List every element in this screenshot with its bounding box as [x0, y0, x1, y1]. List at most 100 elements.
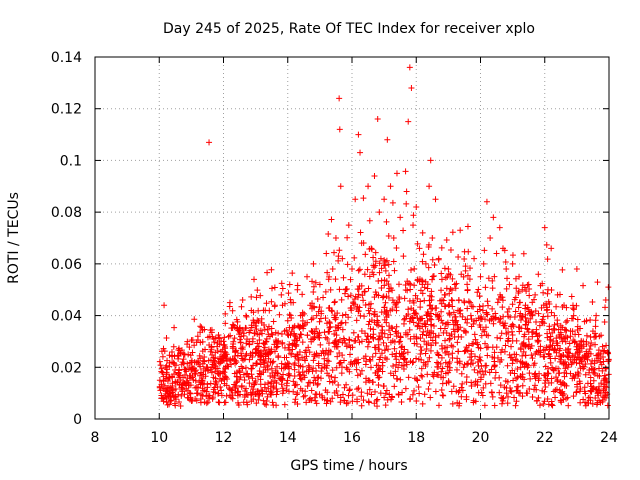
- data-point: [491, 349, 498, 356]
- data-point: [387, 183, 394, 190]
- data-point: [481, 328, 488, 335]
- data-point: [396, 338, 403, 345]
- data-point: [372, 249, 379, 256]
- data-point: [354, 396, 361, 403]
- data-point: [544, 395, 551, 402]
- data-point: [601, 318, 608, 325]
- data-point: [568, 361, 575, 368]
- data-point: [468, 348, 475, 355]
- data-point: [526, 341, 533, 348]
- data-point: [407, 395, 414, 402]
- data-point: [509, 260, 516, 267]
- data-point: [543, 300, 550, 307]
- data-point: [359, 292, 366, 299]
- data-point: [381, 330, 388, 337]
- data-point: [392, 328, 399, 335]
- data-point: [582, 371, 589, 378]
- data-point: [331, 343, 338, 350]
- data-point: [341, 357, 348, 364]
- data-point: [308, 316, 315, 323]
- data-point: [457, 310, 464, 317]
- data-point: [535, 337, 542, 344]
- data-point: [403, 188, 410, 195]
- data-point: [316, 334, 323, 341]
- data-point: [407, 358, 414, 365]
- data-point: [393, 356, 400, 363]
- data-point: [369, 353, 376, 360]
- data-point: [533, 397, 540, 404]
- data-point: [236, 369, 243, 376]
- data-point: [242, 312, 249, 319]
- data-point: [397, 334, 404, 341]
- data-point: [324, 269, 331, 276]
- data-point: [587, 360, 594, 367]
- data-point: [484, 352, 491, 359]
- data-point: [424, 327, 431, 334]
- data-point: [264, 326, 271, 333]
- data-point: [370, 379, 377, 386]
- data-point: [196, 352, 203, 359]
- data-point: [382, 299, 389, 306]
- data-point: [557, 345, 564, 352]
- data-point: [337, 359, 344, 366]
- data-point: [490, 214, 497, 221]
- data-point: [254, 317, 261, 324]
- data-point: [221, 369, 228, 376]
- data-point: [592, 317, 599, 324]
- data-point: [431, 261, 438, 268]
- data-point: [297, 312, 304, 319]
- data-point: [207, 348, 214, 355]
- data-point: [498, 356, 505, 363]
- data-point: [407, 335, 414, 342]
- data-point: [318, 392, 325, 399]
- data-point: [522, 321, 529, 328]
- data-point: [198, 375, 205, 382]
- data-point: [425, 385, 432, 392]
- data-point: [509, 360, 516, 367]
- data-point: [484, 311, 491, 318]
- data-point: [357, 229, 364, 236]
- data-point: [407, 267, 414, 274]
- data-point: [163, 376, 170, 383]
- data-point: [550, 366, 557, 373]
- data-point: [517, 310, 524, 317]
- data-point: [256, 337, 263, 344]
- data-point: [517, 372, 524, 379]
- data-point: [167, 398, 174, 405]
- data-point: [587, 317, 594, 324]
- data-point: [350, 329, 357, 336]
- data-point: [376, 333, 383, 340]
- data-point: [257, 381, 264, 388]
- data-point: [202, 367, 209, 374]
- data-point: [222, 320, 229, 327]
- data-point: [414, 277, 421, 284]
- data-point: [502, 342, 509, 349]
- data-point: [345, 222, 352, 229]
- data-point: [544, 256, 551, 263]
- data-point: [260, 347, 267, 354]
- data-point: [430, 323, 437, 330]
- data-point: [498, 394, 505, 401]
- data-point: [373, 362, 380, 369]
- data-point: [342, 311, 349, 318]
- data-point: [342, 339, 349, 346]
- data-point: [210, 386, 217, 393]
- data-point: [526, 385, 533, 392]
- data-point: [417, 351, 424, 358]
- data-point: [443, 321, 450, 328]
- data-point: [226, 299, 233, 306]
- data-point: [421, 320, 428, 327]
- data-point: [381, 347, 388, 354]
- data-point: [276, 311, 283, 318]
- data-point: [321, 364, 328, 371]
- data-point: [194, 333, 201, 340]
- data-point: [483, 344, 490, 351]
- data-point: [366, 273, 373, 280]
- data-point: [299, 387, 306, 394]
- data-point: [177, 403, 184, 410]
- data-point: [464, 223, 471, 230]
- data-point: [299, 339, 306, 346]
- data-point: [185, 351, 192, 358]
- data-point: [169, 359, 176, 366]
- data-point: [385, 272, 392, 279]
